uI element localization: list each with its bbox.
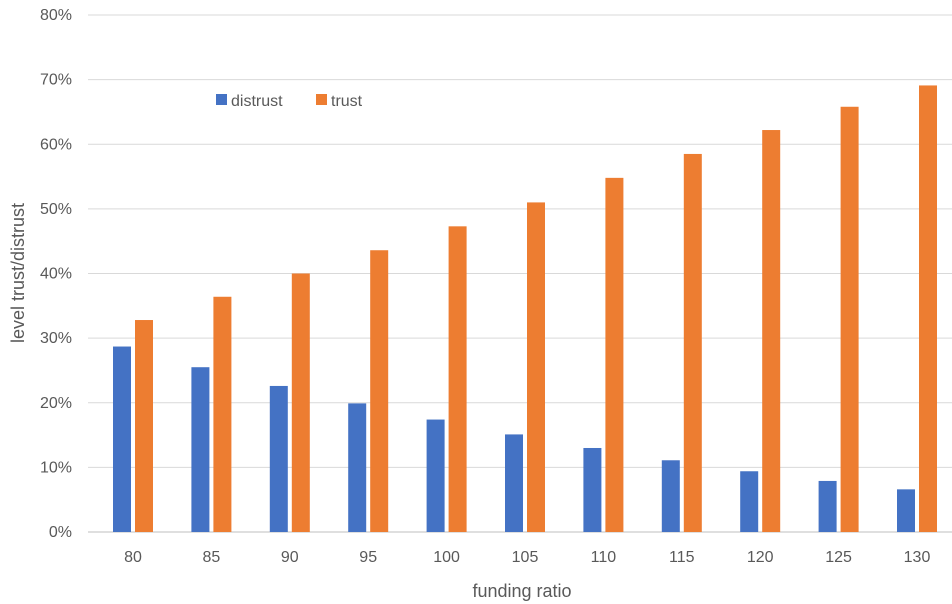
legend: distrust trust — [216, 93, 363, 110]
bar-distrust-110 — [583, 447, 602, 532]
bar-trust-105 — [527, 202, 545, 532]
bar-distrust-95 — [348, 403, 367, 532]
bar-distrust-130 — [897, 489, 915, 532]
x-tick-label: 130 — [904, 549, 931, 566]
bar-distrust-100 — [426, 419, 445, 532]
bars — [113, 85, 937, 533]
bar-trust-100 — [448, 226, 467, 533]
x-tick-label: 80 — [124, 549, 142, 566]
x-tick-label: 110 — [591, 549, 617, 566]
x-tick-label: 115 — [669, 549, 695, 566]
bar-distrust-115 — [661, 460, 680, 532]
x-tick-label: 120 — [747, 549, 774, 566]
bar-distrust-105 — [505, 434, 523, 532]
x-tick-label: 95 — [359, 549, 377, 566]
gridlines — [88, 14, 952, 533]
y-axis-ticks: 0% 10% 20% 30% 40% 50% 60% 70% 80% — [40, 7, 72, 541]
y-tick-label: 70% — [40, 72, 72, 89]
legend-swatch-distrust — [216, 94, 227, 105]
bar-distrust-90 — [269, 385, 288, 532]
x-tick-label: 125 — [825, 549, 852, 566]
bar-trust-110 — [605, 177, 624, 533]
x-tick-label: 105 — [512, 549, 539, 566]
x-tick-label: 100 — [433, 549, 460, 566]
bar-trust-90 — [291, 273, 310, 532]
bar-trust-130 — [919, 85, 937, 532]
bar-trust-120 — [762, 130, 781, 532]
legend-label-trust: trust — [331, 93, 363, 110]
y-tick-label: 0% — [49, 524, 72, 541]
legend-label-distrust: distrust — [231, 93, 283, 110]
bar-distrust-120 — [740, 471, 759, 532]
bar-trust-85 — [213, 296, 232, 532]
x-tick-label: 85 — [203, 549, 221, 566]
bar-trust-80 — [135, 320, 153, 532]
y-axis-title: level trust/distrust — [8, 203, 28, 343]
y-tick-label: 20% — [40, 395, 72, 412]
bar-trust-125 — [840, 106, 859, 532]
y-tick-label: 80% — [40, 7, 72, 24]
y-tick-label: 40% — [40, 266, 72, 283]
y-tick-label: 50% — [40, 201, 72, 218]
y-tick-label: 60% — [40, 136, 72, 153]
bar-distrust-85 — [191, 367, 210, 532]
x-tick-label: 90 — [281, 549, 299, 566]
bar-distrust-80 — [113, 346, 131, 532]
legend-swatch-trust — [316, 94, 327, 105]
bar-trust-95 — [370, 250, 389, 533]
x-axis-ticks: 80 85 90 95 100 105 110 115 120 125 130 — [124, 549, 930, 566]
bar-trust-115 — [683, 153, 702, 532]
y-tick-label: 10% — [40, 459, 72, 476]
bar-distrust-125 — [818, 480, 837, 532]
y-tick-label: 30% — [40, 330, 72, 347]
x-axis-title: funding ratio — [472, 581, 571, 601]
